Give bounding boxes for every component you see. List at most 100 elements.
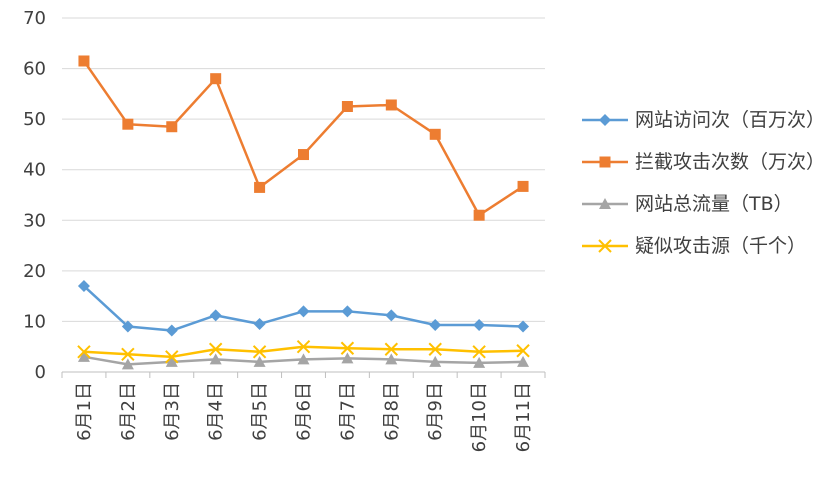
x-tick-label: 6月5日 xyxy=(250,382,271,441)
legend-label: 疑似攻击源（千个） xyxy=(635,235,807,257)
data-point xyxy=(122,118,134,130)
data-point xyxy=(340,341,355,355)
data-point-stroke xyxy=(384,342,399,356)
series-1 xyxy=(77,280,530,337)
data-point xyxy=(298,149,309,161)
data-point xyxy=(473,356,486,368)
data-point-stroke xyxy=(77,345,91,359)
data-point xyxy=(253,355,266,367)
gridlines xyxy=(62,17,545,322)
data-point xyxy=(429,355,442,367)
data-point-stroke xyxy=(208,342,223,356)
data-point xyxy=(472,345,486,359)
data-point xyxy=(165,350,179,364)
series-3 xyxy=(77,350,530,370)
x-tick-label: 6月6日 xyxy=(294,382,315,441)
legend-item: 网站访问次（百万次） xyxy=(580,105,826,135)
data-point xyxy=(473,318,486,331)
data-point xyxy=(296,340,311,354)
data-point xyxy=(165,324,178,337)
data-point xyxy=(385,99,397,111)
y-tick-label: 50 xyxy=(23,109,46,130)
data-point xyxy=(210,73,222,85)
data-point-stroke xyxy=(472,345,486,359)
data-point xyxy=(209,309,222,322)
y-tick-label: 20 xyxy=(23,261,46,282)
y-tick-label: 30 xyxy=(23,210,46,231)
data-point xyxy=(429,318,442,331)
data-point xyxy=(341,305,354,318)
series-4 xyxy=(77,340,530,364)
data-point-stroke xyxy=(165,350,179,364)
y-tick-label: 0 xyxy=(35,362,46,383)
data-point xyxy=(599,156,611,168)
data-point xyxy=(77,345,91,359)
data-point xyxy=(253,317,266,330)
data-point xyxy=(121,320,134,333)
legend: 网站访问次（百万次） 拦截攻击次数（万次） 网站总流量（TB） 疑似攻击源（千个） xyxy=(580,105,826,273)
data-point xyxy=(78,55,90,67)
data-point xyxy=(297,353,310,365)
data-point xyxy=(166,121,178,133)
data-point xyxy=(341,101,353,112)
y-tick-label: 40 xyxy=(23,160,46,181)
data-point-stroke xyxy=(121,347,135,362)
x-tick-label: 6月8日 xyxy=(381,382,402,441)
data-point xyxy=(384,342,399,356)
legend-swatch xyxy=(582,114,628,126)
x-tick-label: 6月4日 xyxy=(206,382,227,441)
data-point xyxy=(165,355,178,367)
legend-swatch xyxy=(582,156,628,168)
data-point xyxy=(517,180,529,192)
x-tick-label: 6月11日 xyxy=(513,382,534,452)
legend-label: 网站访问次（百万次） xyxy=(635,109,826,131)
y-axis: 0 10 20 30 40 50 60 70 xyxy=(23,8,46,383)
data-point xyxy=(121,347,135,362)
data-point xyxy=(385,353,398,365)
x-tick-label: 6月3日 xyxy=(162,382,183,441)
legend-item: 拦截攻击次数（万次） xyxy=(580,147,826,177)
data-point-stroke xyxy=(296,340,311,354)
legend-label: 拦截攻击次数（万次） xyxy=(635,151,826,173)
x-tick-label: 6月1日 xyxy=(74,382,95,441)
data-point-stroke xyxy=(340,341,355,355)
data-point-stroke xyxy=(598,239,612,253)
data-point xyxy=(297,305,310,318)
x-tick-label: 6月10日 xyxy=(469,382,490,452)
data-point xyxy=(429,128,441,140)
data-point xyxy=(209,353,222,365)
data-point xyxy=(252,345,267,359)
legend-item: 疑似攻击源（千个） xyxy=(580,231,820,261)
x-axis: 6月1日 6月2日 6月3日 6月4日 6月5日 6月6日 6月7日 6月8日 6月9日 6月10… xyxy=(61,371,546,452)
legend-label: 网站总流量（TB） xyxy=(635,193,793,215)
data-point xyxy=(428,342,442,356)
data-point-stroke xyxy=(428,342,442,356)
data-point xyxy=(473,209,485,221)
data-point xyxy=(385,309,398,322)
data-point xyxy=(121,358,134,370)
y-tick-label: 60 xyxy=(23,59,46,80)
data-point-stroke xyxy=(252,345,267,359)
data-point xyxy=(77,350,90,362)
data-point xyxy=(598,239,612,253)
data-point xyxy=(517,355,530,367)
series-2 xyxy=(78,55,529,221)
x-tick-label: 6月9日 xyxy=(425,382,446,441)
data-point-stroke xyxy=(516,344,530,358)
x-tick-label: 6月7日 xyxy=(337,382,358,441)
y-tick-label: 10 xyxy=(23,311,46,332)
y-tick-label: 70 xyxy=(23,8,46,29)
data-point xyxy=(77,280,90,293)
data-point xyxy=(208,342,223,356)
x-tick-label: 6月2日 xyxy=(118,382,139,441)
legend-swatch xyxy=(582,239,628,253)
data-point xyxy=(517,320,530,333)
plot-area xyxy=(77,55,530,370)
data-point xyxy=(599,198,611,209)
data-point xyxy=(254,181,266,193)
series-line xyxy=(82,60,524,217)
data-point xyxy=(599,114,611,126)
legend-item: 网站总流量（TB） xyxy=(580,189,820,219)
data-point xyxy=(341,352,354,364)
